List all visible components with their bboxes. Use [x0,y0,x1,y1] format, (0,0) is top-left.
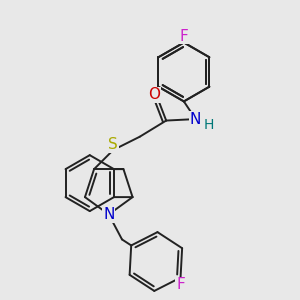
Text: H: H [204,118,214,132]
Text: N: N [103,207,115,222]
Text: F: F [176,278,185,292]
Text: F: F [179,28,188,44]
Text: O: O [148,87,160,102]
Text: S: S [108,137,118,152]
Text: N: N [190,112,201,127]
